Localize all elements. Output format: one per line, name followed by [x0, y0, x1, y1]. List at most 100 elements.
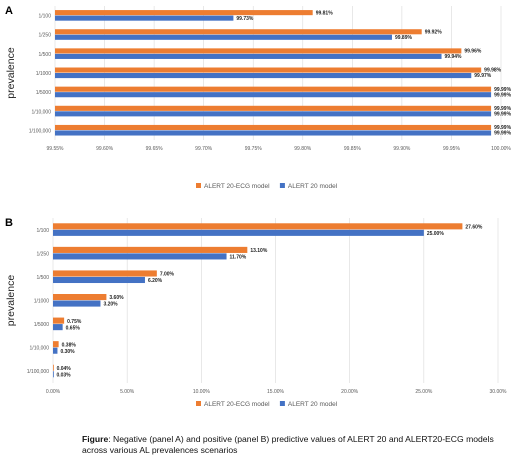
category-label: 1/1000: [34, 299, 50, 305]
bar-alert20-ecg: [55, 86, 492, 92]
data-label: 0.30%: [60, 349, 75, 355]
data-label: 99.99%: [494, 125, 512, 131]
data-label: 7.00%: [160, 272, 175, 278]
data-label: 99.73%: [236, 16, 254, 22]
bar-alert20: [53, 324, 63, 331]
data-label: 13.10%: [250, 248, 268, 254]
x-tick-label: 100.00%: [491, 146, 511, 152]
bar-alert20-ecg: [55, 105, 492, 111]
bar-alert20: [55, 73, 472, 79]
bar-alert20: [55, 111, 492, 117]
bar-alert20: [55, 15, 234, 21]
legend-label: ALERT 20 model: [288, 401, 338, 408]
panel-label: B: [5, 217, 13, 229]
x-tick-label: 30.00%: [490, 389, 508, 395]
legend-label: ALERT 20-ECG model: [204, 183, 270, 190]
data-label: 99.99%: [494, 111, 512, 117]
x-tick-label: 99.60%: [96, 146, 114, 152]
x-tick-label: 20.00%: [341, 389, 359, 395]
legend-swatch: [279, 401, 285, 406]
x-tick-label: 10.00%: [193, 389, 211, 395]
data-label: 99.81%: [316, 10, 334, 16]
legend-label: ALERT 20 model: [288, 183, 338, 190]
bar-alert20: [55, 130, 492, 136]
panel-label: A: [5, 5, 13, 17]
bar-alert20-ecg: [53, 223, 463, 230]
data-label: 99.89%: [395, 35, 413, 41]
data-label: 99.96%: [464, 49, 482, 55]
x-tick-label: 99.90%: [393, 146, 411, 152]
data-label: 99.99%: [494, 92, 512, 98]
x-tick-label: 99.80%: [294, 146, 312, 152]
category-label: 1/100: [38, 14, 51, 20]
legend-swatch: [279, 183, 285, 188]
x-tick-label: 0.00%: [46, 389, 61, 395]
category-label: 1/1000: [36, 71, 52, 77]
bar-alert20-ecg: [55, 10, 313, 16]
bar-alert20: [55, 92, 492, 98]
bar-alert20-ecg: [53, 364, 54, 371]
category-label: 1/5000: [34, 322, 50, 328]
x-tick-label: 99.75%: [245, 146, 263, 152]
x-tick-label: 99.65%: [146, 146, 164, 152]
x-tick-label: 5.00%: [120, 389, 135, 395]
figure-caption: Figure: Negative (panel A) and positive …: [82, 434, 512, 456]
category-label: 1/10,000: [30, 346, 50, 352]
legend-swatch: [196, 401, 201, 406]
x-tick-label: 99.70%: [195, 146, 213, 152]
data-label: 99.94%: [445, 54, 463, 60]
bar-alert20: [53, 276, 145, 284]
y-axis-label: prevalence: [5, 47, 17, 99]
data-label: 0.03%: [56, 372, 71, 378]
bar-alert20-ecg: [55, 29, 422, 35]
bar-alert20-ecg: [55, 48, 462, 54]
bar-alert20-ecg: [53, 270, 157, 277]
category-label: 1/100,000: [27, 369, 49, 375]
data-label: 3.60%: [109, 295, 124, 301]
category-label: 1/10,000: [32, 109, 52, 115]
x-tick-label: 99.95%: [443, 146, 461, 152]
category-label: 1/100,000: [29, 128, 51, 134]
x-tick-label: 25.00%: [415, 389, 433, 395]
x-tick-label: 99.85%: [344, 146, 362, 152]
x-tick-label: 15.00%: [267, 389, 285, 395]
y-axis-label: prevalence: [5, 275, 17, 327]
data-label: 11.70%: [230, 255, 247, 261]
data-label: 6.20%: [148, 278, 163, 284]
bar-alert20: [53, 347, 58, 354]
data-label: 25.00%: [427, 231, 445, 237]
bar-alert20-ecg: [53, 341, 59, 348]
bar-alert20: [55, 34, 392, 40]
legend-swatch: [196, 183, 201, 188]
caption-text: : Negative (panel A) and positive (panel…: [82, 434, 494, 455]
data-label: 3.20%: [103, 302, 118, 308]
data-label: 99.99%: [494, 87, 512, 93]
data-label: 99.97%: [474, 73, 492, 79]
bar-alert20-ecg: [55, 124, 492, 131]
category-label: 1/100: [36, 228, 49, 234]
category-label: 1/5000: [36, 90, 52, 96]
data-label: 0.38%: [62, 342, 77, 348]
bar-alert20: [53, 253, 227, 260]
category-label: 1/500: [38, 52, 51, 58]
figure-canvas: A 99.55% 99.60% 99.65% 99.70% 99.75% 99.80% 99.…: [5, 5, 512, 408]
data-label: 0.65%: [66, 325, 81, 331]
bar-alert20-ecg: [53, 246, 248, 253]
data-label: 99.99%: [494, 106, 512, 112]
caption-label: Figure: [82, 434, 109, 444]
bar-alert20-ecg: [55, 67, 482, 73]
bar-alert20: [53, 371, 54, 378]
data-label: 99.92%: [425, 29, 443, 35]
category-label: 1/250: [38, 33, 51, 39]
x-tick-label: 99.55%: [47, 146, 65, 152]
data-label: 0.75%: [67, 319, 82, 325]
bar-alert20: [53, 229, 424, 236]
data-label: 99.99%: [494, 131, 512, 137]
category-label: 1/250: [36, 251, 49, 257]
data-label: 99.98%: [484, 68, 502, 74]
legend-label: ALERT 20-ECG model: [204, 401, 270, 408]
bar-alert20-ecg: [53, 317, 65, 324]
category-label: 1/500: [36, 275, 49, 281]
data-label: 0.04%: [57, 366, 72, 372]
bar-alert20-ecg: [53, 294, 107, 301]
